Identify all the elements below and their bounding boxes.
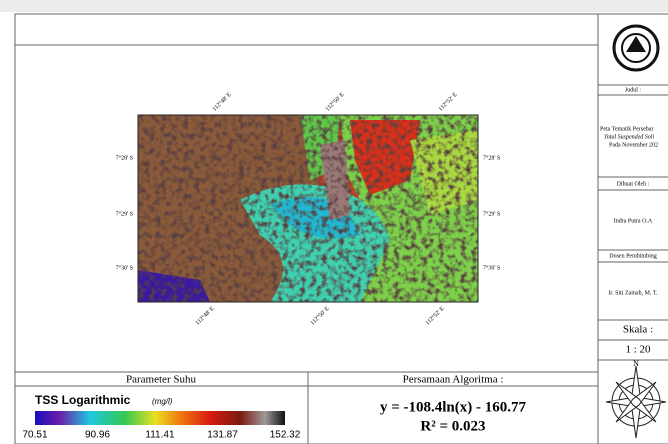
equation-header: Persamaan Algoritma : <box>403 374 504 386</box>
map-layout: Parameter Suhu TSS Logarithmic (mg/l) 70… <box>0 0 668 444</box>
legend-unit: (mg/l) <box>152 397 173 406</box>
lon-label: 112°50' E <box>309 305 331 327</box>
colorbar-tick-label: 70.51 <box>22 430 47 441</box>
lat-label: 7°28' S <box>116 154 133 161</box>
lon-label: 112°52' E <box>424 305 446 327</box>
svg-text:N: N <box>633 359 639 368</box>
advisor-label: Dosen Pembimbing <box>609 253 657 259</box>
lat-label: 7°30' S <box>116 264 133 271</box>
lon-label: 112°48' E <box>194 305 216 327</box>
sidebar: N <box>598 14 668 444</box>
colorbar-tick-label: 152.32 <box>270 430 301 441</box>
scale-label: Skala : <box>623 324 653 336</box>
title-line: Peta Tematik Persebar <box>600 126 653 132</box>
title-line: Pada November 202 <box>609 142 658 148</box>
lat-label: 7°29' S <box>116 210 133 217</box>
tss-raster <box>138 115 478 302</box>
lon-label: 112°52' E <box>437 91 459 113</box>
title-line: Total Suspended Soli <box>604 134 654 140</box>
lat-label: 7°30' S <box>483 264 500 271</box>
colorbar <box>35 411 285 425</box>
lat-label: 7°29' S <box>483 210 500 217</box>
lon-label: 112°50' E <box>324 91 346 113</box>
lat-label: 7°28' S <box>483 154 500 161</box>
compass: N <box>606 359 666 438</box>
top-bar <box>0 0 668 12</box>
r-squared: R² = 0.023 <box>420 418 485 434</box>
legend-header: Parameter Suhu <box>126 374 196 386</box>
colorbar-tick-label: 111.41 <box>145 430 175 441</box>
judul-label: Judul : <box>625 87 642 93</box>
scale: 1 : 20 <box>625 344 651 356</box>
author: Indra Putra O.A <box>614 218 653 224</box>
advisor: Ir. Siti Zainab, M. T. <box>608 290 658 296</box>
equation: y = -108.4ln(x) - 160.77 <box>380 399 527 415</box>
colorbar-tick-label: 90.96 <box>85 430 110 441</box>
colorbar-tick-label: 131.87 <box>207 430 238 441</box>
lon-label: 112°48' E <box>211 91 233 113</box>
author-label: Dibuat Oleh : <box>617 181 650 187</box>
legend-title: TSS Logarithmic <box>35 393 131 407</box>
